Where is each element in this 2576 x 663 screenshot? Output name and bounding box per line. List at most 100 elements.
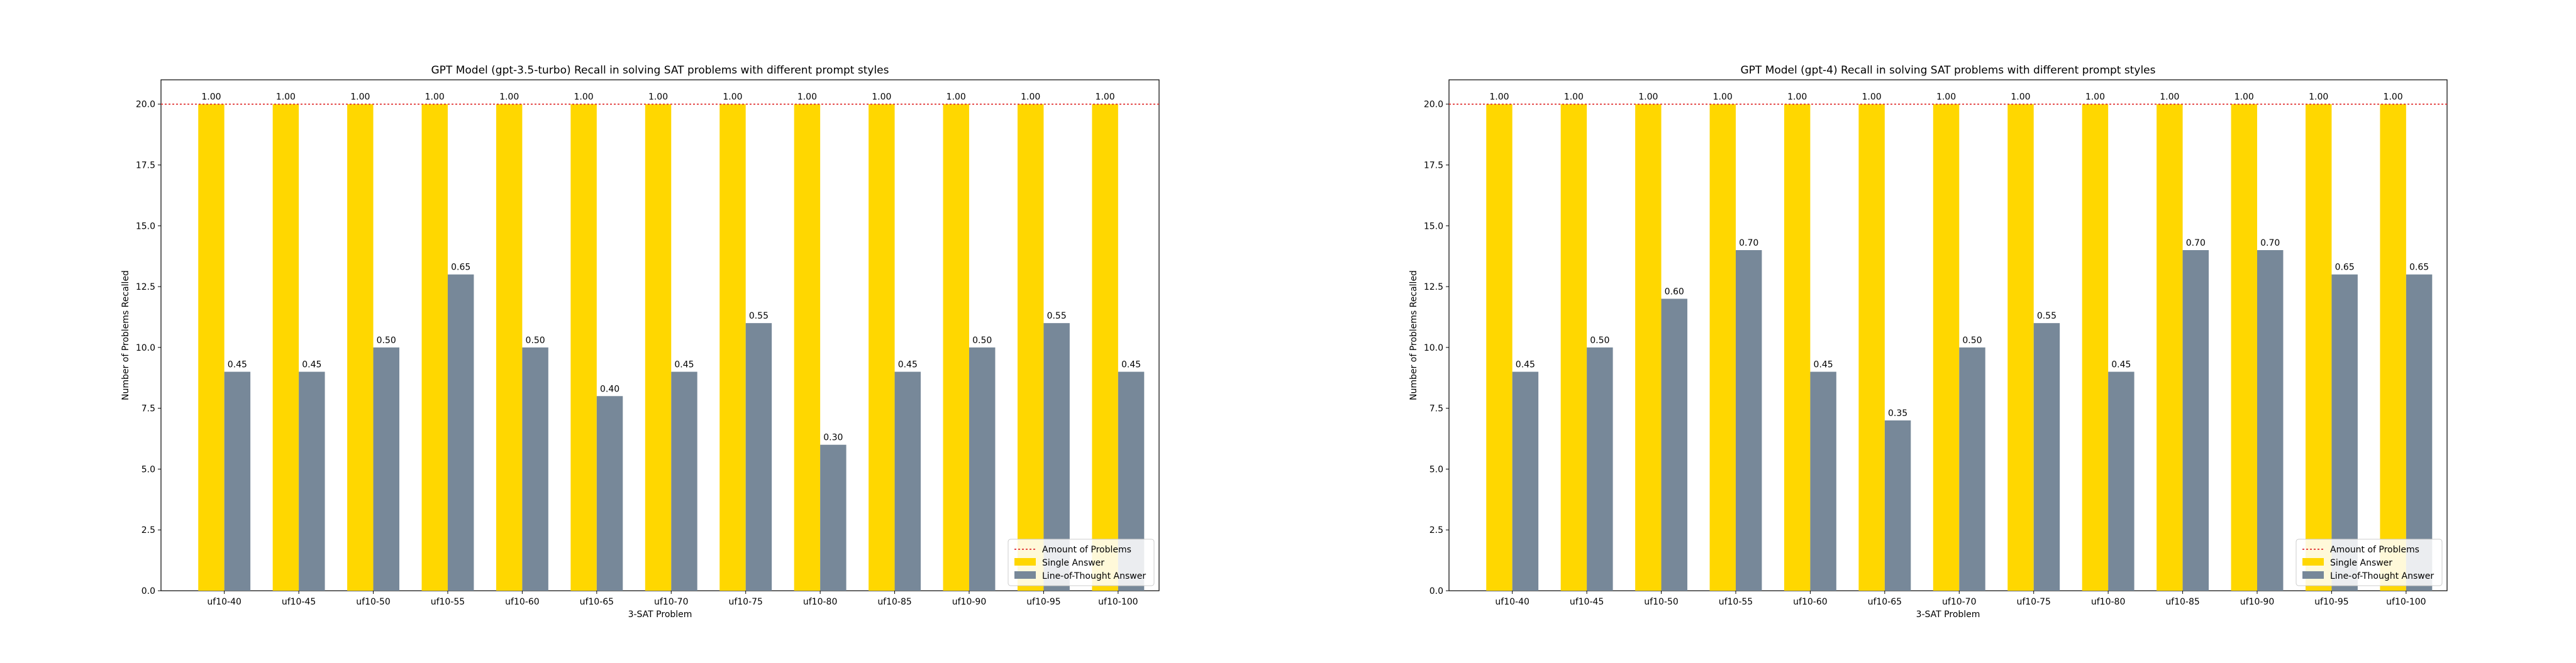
x-tick-label: uf10-60 xyxy=(505,597,539,607)
bar-single-answer xyxy=(2380,104,2406,591)
x-tick-label: uf10-40 xyxy=(1495,597,1529,607)
bar-single-answer xyxy=(570,104,597,591)
bar-line-of-thought xyxy=(447,274,474,591)
bar-line-of-thought xyxy=(522,347,548,591)
bar-single-answer xyxy=(2007,104,2034,591)
data-label-single-answer: 1.00 xyxy=(1489,92,1509,102)
legend-swatch-single-answer xyxy=(2302,558,2324,566)
legend-label-amount-of-problems: Amount of Problems xyxy=(1042,545,1131,555)
bar-single-answer xyxy=(2082,104,2109,591)
bar-line-of-thought xyxy=(299,371,325,591)
x-tick-label: uf10-55 xyxy=(431,597,465,607)
x-axis-label: 3-SAT Problem xyxy=(1916,610,1980,620)
data-label-line-of-thought: 0.55 xyxy=(2037,311,2057,321)
data-label-line-of-thought: 0.45 xyxy=(1121,360,1141,370)
data-label-line-of-thought: 0.70 xyxy=(1739,238,1758,248)
bar-single-answer xyxy=(1858,104,1885,591)
x-tick-label: uf10-85 xyxy=(877,597,911,607)
data-label-line-of-thought: 0.50 xyxy=(1962,336,1982,346)
bar-single-answer xyxy=(1092,104,1118,591)
data-label-line-of-thought: 0.45 xyxy=(898,360,918,370)
x-tick-label: uf10-75 xyxy=(2016,597,2050,607)
bar-line-of-thought xyxy=(1959,347,1985,591)
data-label-single-answer: 1.00 xyxy=(797,92,817,102)
bar-line-of-thought xyxy=(2108,371,2135,591)
data-label-single-answer: 1.00 xyxy=(648,92,668,102)
x-tick-label: uf10-50 xyxy=(356,597,390,607)
bar-single-answer xyxy=(2305,104,2332,591)
bar-single-answer xyxy=(1709,104,1736,591)
bar-line-of-thought xyxy=(2406,274,2433,591)
data-label-single-answer: 1.00 xyxy=(2085,92,2105,102)
bar-single-answer xyxy=(1635,104,1662,591)
y-tick-label: 15.0 xyxy=(1424,221,1443,231)
data-label-single-answer: 1.00 xyxy=(1862,92,1882,102)
x-tick-label: uf10-65 xyxy=(1868,597,1902,607)
chart-title: GPT Model (gpt-3.5-turbo) Recall in solv… xyxy=(431,64,889,77)
bar-line-of-thought xyxy=(894,371,921,591)
bar-line-of-thought xyxy=(1810,371,1836,591)
bar-single-answer xyxy=(943,104,969,591)
x-tick-label: uf10-45 xyxy=(1570,597,1604,607)
data-label-single-answer: 1.00 xyxy=(872,92,891,102)
data-label-single-answer: 1.00 xyxy=(2160,92,2179,102)
y-tick-label: 20.0 xyxy=(136,100,155,110)
y-tick-label: 5.0 xyxy=(1430,464,1443,474)
bar-line-of-thought xyxy=(2182,250,2209,591)
bar-line-of-thought xyxy=(671,371,697,591)
data-label-single-answer: 1.00 xyxy=(2235,92,2254,102)
x-tick-label: uf10-80 xyxy=(803,597,837,607)
y-axis: 0.0 2.5 5.0 7.5 10.0 12.5 15.0 17.5 20.0 xyxy=(1424,100,1449,596)
data-label-single-answer: 1.00 xyxy=(1564,92,1584,102)
y-tick-label: 7.5 xyxy=(142,404,155,414)
data-label-single-answer: 1.00 xyxy=(1713,92,1733,102)
x-tick-label: uf10-65 xyxy=(580,597,614,607)
bar-line-of-thought xyxy=(373,347,399,591)
y-tick-label: 20.0 xyxy=(1424,100,1443,110)
data-label-single-answer: 1.00 xyxy=(1021,92,1040,102)
bar-line-of-thought xyxy=(745,323,772,591)
bar-line-of-thought xyxy=(2257,250,2284,591)
data-label-single-answer: 1.00 xyxy=(350,92,370,102)
bar-single-answer xyxy=(869,104,895,591)
x-tick-label: uf10-70 xyxy=(1942,597,1976,607)
data-label-single-answer: 1.00 xyxy=(1936,92,1956,102)
data-label-line-of-thought: 0.50 xyxy=(972,336,992,346)
x-tick-label: uf10-45 xyxy=(282,597,316,607)
bar-line-of-thought xyxy=(1512,371,1539,591)
y-tick-label: 0.0 xyxy=(1430,586,1443,596)
data-label-line-of-thought: 0.65 xyxy=(451,263,470,273)
data-label-line-of-thought: 0.65 xyxy=(2335,263,2355,273)
legend-box xyxy=(1008,539,1155,586)
legend-box xyxy=(2296,539,2443,586)
y-tick-label: 17.5 xyxy=(1424,161,1443,171)
bar-line-of-thought xyxy=(969,347,996,591)
x-tick-label: uf10-50 xyxy=(1644,597,1678,607)
bar-single-answer xyxy=(794,104,821,591)
chart-panel-2: 0.0 2.5 5.0 7.5 10.0 12.5 15.0 17.5 20.0 1.00 0.45… xyxy=(1409,64,2448,620)
data-label-line-of-thought: 0.30 xyxy=(823,433,843,443)
bar-single-answer xyxy=(719,104,746,591)
y-axis-label: Number of Problems Recalled xyxy=(121,270,131,400)
bar-line-of-thought xyxy=(2033,323,2060,591)
data-label-line-of-thought: 0.40 xyxy=(600,384,619,394)
bar-line-of-thought xyxy=(224,371,251,591)
data-label-single-answer: 1.00 xyxy=(2011,92,2030,102)
data-label-single-answer: 1.00 xyxy=(947,92,966,102)
y-tick-label: 5.0 xyxy=(142,464,155,474)
bar-line-of-thought xyxy=(1661,299,1687,591)
legend-label-line-of-thought: Line-of-Thought Answer xyxy=(1042,571,1146,581)
legend-label-line-of-thought: Line-of-Thought Answer xyxy=(2330,571,2434,581)
x-tick-label: uf10-40 xyxy=(207,597,241,607)
legend-label-single-answer: Single Answer xyxy=(1042,558,1104,568)
data-label-single-answer: 1.00 xyxy=(1787,92,1807,102)
x-tick-label: uf10-80 xyxy=(2091,597,2125,607)
bar-single-answer xyxy=(1933,104,1960,591)
data-label-single-answer: 1.00 xyxy=(1096,92,1115,102)
legend-label-single-answer: Single Answer xyxy=(2330,558,2392,568)
bar-single-answer xyxy=(1560,104,1587,591)
data-label-line-of-thought: 0.35 xyxy=(1888,408,1907,419)
y-tick-label: 12.5 xyxy=(136,282,155,292)
y-tick-label: 0.0 xyxy=(142,586,155,596)
x-tick-label: uf10-95 xyxy=(2314,597,2348,607)
